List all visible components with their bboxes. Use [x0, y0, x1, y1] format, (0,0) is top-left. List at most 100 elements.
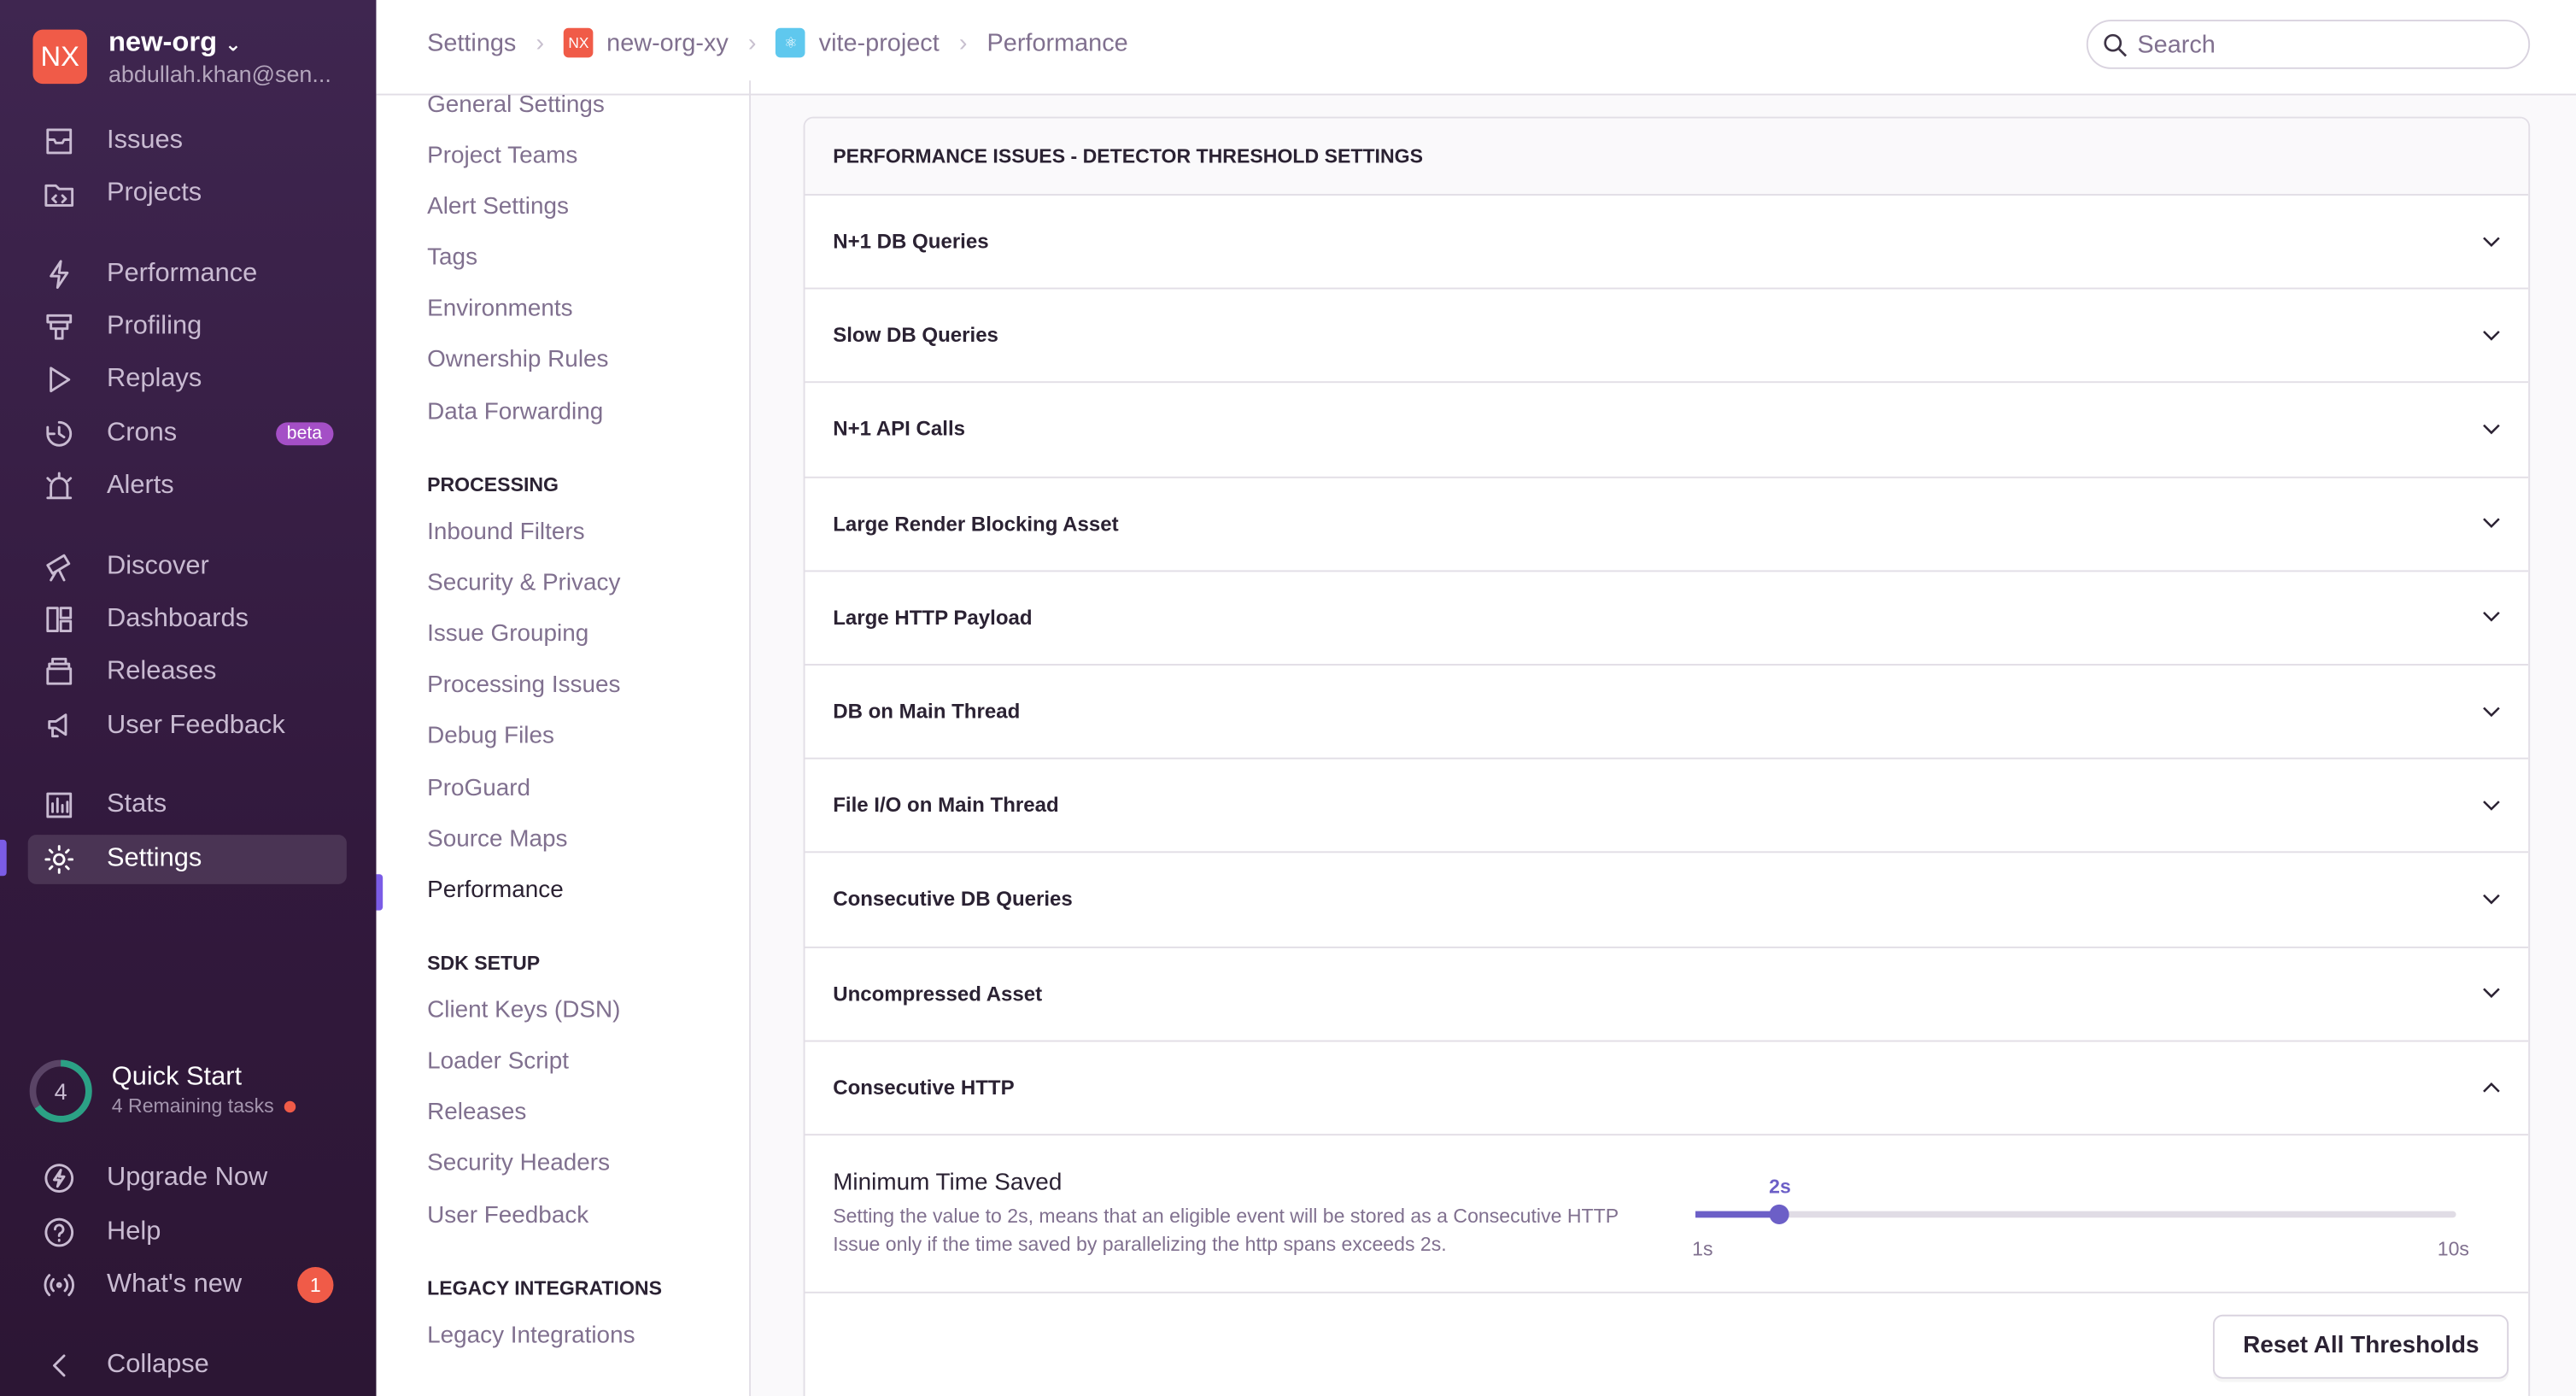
settings-nav-item[interactable]: Performance [376, 865, 749, 917]
detector-name: Uncompressed Asset [833, 982, 1043, 1006]
detector-row[interactable]: Large HTTP Payload [805, 572, 2529, 666]
settings-nav-item[interactable]: Security & Privacy [427, 570, 621, 596]
stats-icon [46, 792, 73, 818]
minimum-time-saved-slider[interactable]: 2s 1s 10s [1692, 1175, 2469, 1273]
sidebar-item-issues[interactable]: Issues [28, 117, 347, 167]
breadcrumb-org[interactable]: new-org-xy [606, 28, 729, 57]
sidebar-item-label: Dashboards [107, 604, 249, 633]
sidebar-item-label: Alerts [107, 472, 174, 500]
telescope-icon [46, 554, 71, 582]
chevron-down-icon[interactable] [2480, 982, 2502, 1004]
notification-badge: 1 [297, 1266, 334, 1304]
settings-nav-item[interactable]: Legacy Integrations [427, 1322, 635, 1349]
detector-row[interactable]: N+1 DB Queries [805, 196, 2529, 290]
detector-row[interactable]: N+1 API Calls [805, 384, 2529, 478]
settings-nav-item[interactable]: User Feedback [427, 1202, 589, 1229]
settings-nav-item[interactable]: Client Keys (DSN) [427, 997, 621, 1024]
settings-nav-item[interactable]: ProGuard [427, 774, 531, 801]
settings-nav-item[interactable]: Security Headers [427, 1151, 611, 1178]
sidebar-item-dashboards[interactable]: Dashboards [28, 595, 347, 644]
detector-row[interactable]: File I/O on Main Thread [805, 760, 2529, 853]
detector-name: DB on Main Thread [833, 700, 1021, 724]
sidebar-item-stats[interactable]: Stats [28, 781, 347, 830]
detector-row[interactable]: DB on Main Thread [805, 666, 2529, 760]
settings-nav-item[interactable]: Processing Issues [427, 672, 621, 699]
sidebar-item-releases[interactable]: Releases [28, 648, 347, 697]
sidebar-item-upgrade-now[interactable]: Upgrade Now [28, 1153, 347, 1203]
play-icon [50, 367, 71, 393]
chevron-down-icon[interactable] [2480, 795, 2502, 816]
settings-nav-item[interactable]: Loader Script [427, 1048, 570, 1076]
chevron-down-icon: ⌄ [225, 32, 242, 56]
setting-title: Minimum Time Saved [833, 1170, 1063, 1197]
chevron-down-icon[interactable] [2480, 325, 2502, 346]
breadcrumb-project[interactable]: vite-project [818, 28, 940, 57]
org-avatar[interactable]: NX [32, 29, 87, 85]
detector-row[interactable]: Consecutive HTTP [805, 1041, 2529, 1135]
detector-name: Consecutive DB Queries [833, 888, 1073, 912]
chevron-down-icon[interactable] [2480, 889, 2502, 910]
settings-nav-item[interactable]: Data Forwarding [427, 398, 604, 425]
settings-nav-item[interactable]: General Settings [427, 91, 605, 118]
slider-track[interactable] [1695, 1211, 2456, 1218]
chevron-down-icon[interactable] [2480, 701, 2502, 722]
setting-description: Setting the value to 2s, means that an e… [833, 1204, 1619, 1256]
dashboard-icon [46, 607, 73, 633]
beta-badge: beta [275, 422, 334, 446]
settings-nav-item[interactable]: Debug Files [427, 723, 554, 750]
detector-name: Large HTTP Payload [833, 606, 1033, 630]
sidebar-item-alerts[interactable]: Alerts [28, 461, 347, 511]
slider-max: 10s [2437, 1237, 2469, 1261]
chevron-down-icon[interactable] [2480, 419, 2502, 440]
settings-nav-item[interactable]: Inbound Filters [427, 519, 585, 545]
org-name: new-org [108, 26, 218, 58]
sidebar-item-settings[interactable]: Settings [27, 835, 347, 884]
quick-start-title[interactable]: Quick Start [111, 1063, 243, 1092]
sidebar-item-user-feedback[interactable]: User Feedback [28, 701, 347, 751]
settings-nav-item[interactable]: Releases [427, 1100, 527, 1127]
reset-all-thresholds-button[interactable]: Reset All Thresholds [2213, 1314, 2509, 1379]
detector-name: Slow DB Queries [833, 324, 998, 348]
settings-nav-item[interactable]: Project Teams [427, 142, 578, 169]
chevron-down-icon[interactable] [2480, 607, 2502, 628]
detector-row[interactable]: Uncompressed Asset [805, 947, 2529, 1041]
profiling-icon [46, 314, 73, 340]
settings-nav-item[interactable]: Tags [427, 244, 478, 272]
settings-nav-item[interactable]: Source Maps [427, 825, 568, 853]
sidebar-item-projects[interactable]: Projects [28, 169, 347, 219]
detector-row[interactable]: Slow DB Queries [805, 290, 2529, 384]
chevron-down-icon[interactable] [2480, 231, 2502, 252]
chevron-down-icon[interactable] [2480, 513, 2502, 534]
settings-nav-item[interactable]: Issue Grouping [427, 621, 589, 648]
settings-nav-item[interactable]: Alert Settings [427, 193, 570, 220]
expanded-setting: Minimum Time Saved Setting the value to … [805, 1135, 2529, 1293]
search-input[interactable]: Search [2086, 20, 2531, 69]
sidebar-item-profiling[interactable]: Profiling [28, 302, 347, 352]
sidebar-item-crons[interactable]: Crons beta [28, 409, 347, 459]
sidebar-item-discover[interactable]: Discover [28, 543, 347, 592]
sidebar-item-replays[interactable]: Replays [28, 355, 347, 404]
sidebar-item-label: User Feedback [107, 711, 285, 740]
detector-name: N+1 API Calls [833, 418, 966, 442]
sidebar-item-help[interactable]: Help [28, 1208, 347, 1258]
sidebar-item-what-s-new[interactable]: What's new 1 [28, 1260, 347, 1310]
detector-row[interactable]: Consecutive DB Queries [805, 853, 2529, 947]
sidebar-item-label: Projects [107, 179, 202, 208]
sidebar-item-label: Issues [107, 126, 183, 155]
settings-nav-item[interactable]: Ownership Rules [427, 347, 609, 374]
projects-icon [44, 184, 74, 207]
sidebar-item-performance[interactable]: Performance [28, 249, 347, 299]
slider-thumb[interactable] [1770, 1204, 1790, 1224]
chevron-up-icon[interactable] [2480, 1076, 2502, 1098]
sidebar-item-label: Settings [107, 844, 202, 873]
breadcrumb-settings[interactable]: Settings [427, 28, 517, 57]
detector-name: Large Render Blocking Asset [833, 512, 1119, 536]
detector-name: N+1 DB Queries [833, 230, 989, 254]
sidebar-item-collapse[interactable]: Collapse [28, 1341, 347, 1391]
detector-row[interactable]: Large Render Blocking Asset [805, 478, 2529, 572]
top-bar: Settings › NX new-org-xy › ⚛ vite-project › P… [376, 0, 2576, 96]
search-placeholder: Search [2137, 30, 2216, 59]
settings-nav-item[interactable]: Environments [427, 296, 573, 323]
org-switcher[interactable]: new-org ⌄ [108, 26, 242, 59]
quick-start-progress-ring[interactable]: 4 [28, 1059, 94, 1124]
